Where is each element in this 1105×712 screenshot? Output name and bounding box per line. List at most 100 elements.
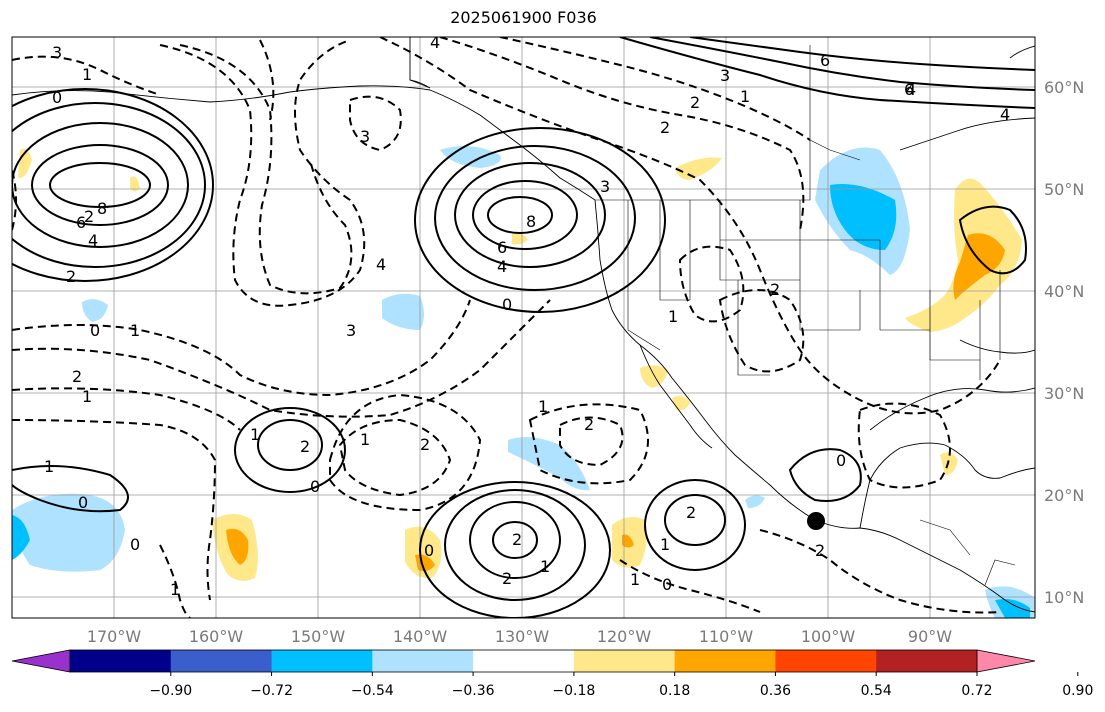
colorbar-tick-label: −0.90 <box>149 683 192 699</box>
negative-contour <box>259 39 275 121</box>
contour-label: 2 <box>690 93 700 112</box>
colorbar-segment <box>473 650 575 672</box>
contour-label: 1 <box>44 457 54 476</box>
contour-label: 2 <box>66 267 76 286</box>
contour-label: 0 <box>502 295 512 314</box>
contour-label: 1 <box>740 87 750 106</box>
high-contour <box>644 479 746 571</box>
colorbar-tick-label: −0.72 <box>250 683 293 699</box>
contour-label: 1 <box>82 65 92 84</box>
negative-contour <box>439 37 805 231</box>
contour-label: 2 <box>72 367 82 386</box>
contour-label: 2 <box>84 207 94 226</box>
contour-label: 4 <box>906 80 916 99</box>
high-contour <box>12 88 214 282</box>
negative-contour <box>12 299 551 418</box>
graticule <box>12 37 1035 618</box>
lon-label: 90°W <box>908 627 952 646</box>
location-marker <box>807 512 825 530</box>
contour-label: 6 <box>76 213 86 232</box>
positive-shading <box>953 233 1005 300</box>
contour-labels: 3 4 1 0 2 8 6 4 2 0 1 4 3 6 8 6 4 2 3 1 … <box>44 37 1010 599</box>
positive-shading <box>940 452 958 475</box>
contour-label: 3 <box>346 321 356 340</box>
colorbar-tick-label: 0.36 <box>760 683 791 699</box>
lon-label: 110°W <box>699 627 754 646</box>
contour-label: 4 <box>376 255 386 274</box>
negative-contour <box>12 419 217 601</box>
negative-contour <box>159 39 366 307</box>
contour-label: 8 <box>526 212 536 231</box>
positive-shading <box>130 176 140 192</box>
contour-label: 1 <box>630 570 640 589</box>
negative-shading <box>745 495 765 508</box>
high-contour <box>49 162 151 208</box>
map-title: 2025061900 F036 <box>450 8 597 27</box>
colorbar-tick-label: 0.72 <box>961 683 992 699</box>
negative-contour <box>349 95 402 152</box>
positive-shading <box>622 534 634 548</box>
lon-label: 140°W <box>393 627 448 646</box>
high-contour <box>414 127 666 313</box>
dashed-contours <box>12 37 1001 618</box>
map-frame <box>11 36 1036 619</box>
contour-label: 6 <box>820 51 830 70</box>
contour-label: 3 <box>52 43 62 62</box>
contour-label: 0 <box>310 477 320 496</box>
contour-label: 6 <box>497 238 507 257</box>
positive-shading <box>226 528 249 565</box>
high-contour <box>419 481 611 618</box>
contour-label: 1 <box>250 425 260 444</box>
negative-shading <box>12 493 125 572</box>
contour-label: 1 <box>170 580 180 599</box>
negative-contour <box>759 529 1001 614</box>
contour-label: 2 <box>660 118 670 137</box>
colorbar-extend-high <box>976 649 1036 673</box>
lat-label: 20°N <box>1044 486 1084 505</box>
longitude-labels: 170°W 160°W 150°W 140°W 130°W 120°W 110°… <box>87 627 952 646</box>
contour-label: 4 <box>497 257 507 276</box>
colorbar-segment <box>70 650 172 672</box>
negative-shading <box>382 293 424 330</box>
colorbar-segment <box>674 650 776 672</box>
contour-label: 0 <box>836 451 846 470</box>
colorbar-segment <box>775 650 877 672</box>
negative-contour <box>329 393 482 512</box>
colorbar-segment <box>170 650 273 672</box>
contour-label: 2 <box>686 503 696 522</box>
negative-contour <box>559 416 624 467</box>
positive-shading <box>512 232 528 245</box>
high-contour <box>492 521 538 559</box>
contours <box>12 37 1035 618</box>
high-contour <box>434 145 636 291</box>
lat-label: 60°N <box>1044 78 1084 97</box>
contour-label: 0 <box>78 493 88 512</box>
latitude-labels: 60°N 50°N 40°N 30°N 20°N 10°N <box>1044 78 1084 607</box>
lon-label: 100°W <box>801 627 856 646</box>
colorbar-tick-label: 0.54 <box>861 683 892 699</box>
contour-label: 2 <box>502 569 512 588</box>
lat-label: 30°N <box>1044 384 1084 403</box>
contour-label: 3 <box>720 66 730 85</box>
contour-label: 6 <box>904 80 914 99</box>
lon-label: 130°W <box>495 627 550 646</box>
lat-label: 50°N <box>1044 180 1084 199</box>
colorbar-outline <box>69 649 978 673</box>
lon-label: 160°W <box>189 627 244 646</box>
high-contour <box>444 489 586 601</box>
negative-shading <box>830 184 897 250</box>
high-contour <box>257 419 323 471</box>
colorbar-segment <box>573 650 676 672</box>
lon-label: 170°W <box>87 627 142 646</box>
positive-shading <box>640 365 668 388</box>
jet-contour <box>689 37 1035 71</box>
colorbar-labels: −0.90 −0.72 −0.54 −0.36 −0.18 0.18 0.36 0.54 0.7… <box>149 672 1093 699</box>
negative-contour <box>338 418 452 497</box>
zero-contour <box>958 205 1027 275</box>
contour-label: 4 <box>88 231 98 250</box>
negative-contour <box>499 37 811 141</box>
jet-contour <box>649 37 1035 91</box>
contour-label: 1 <box>360 430 370 449</box>
positive-shading <box>675 157 722 180</box>
